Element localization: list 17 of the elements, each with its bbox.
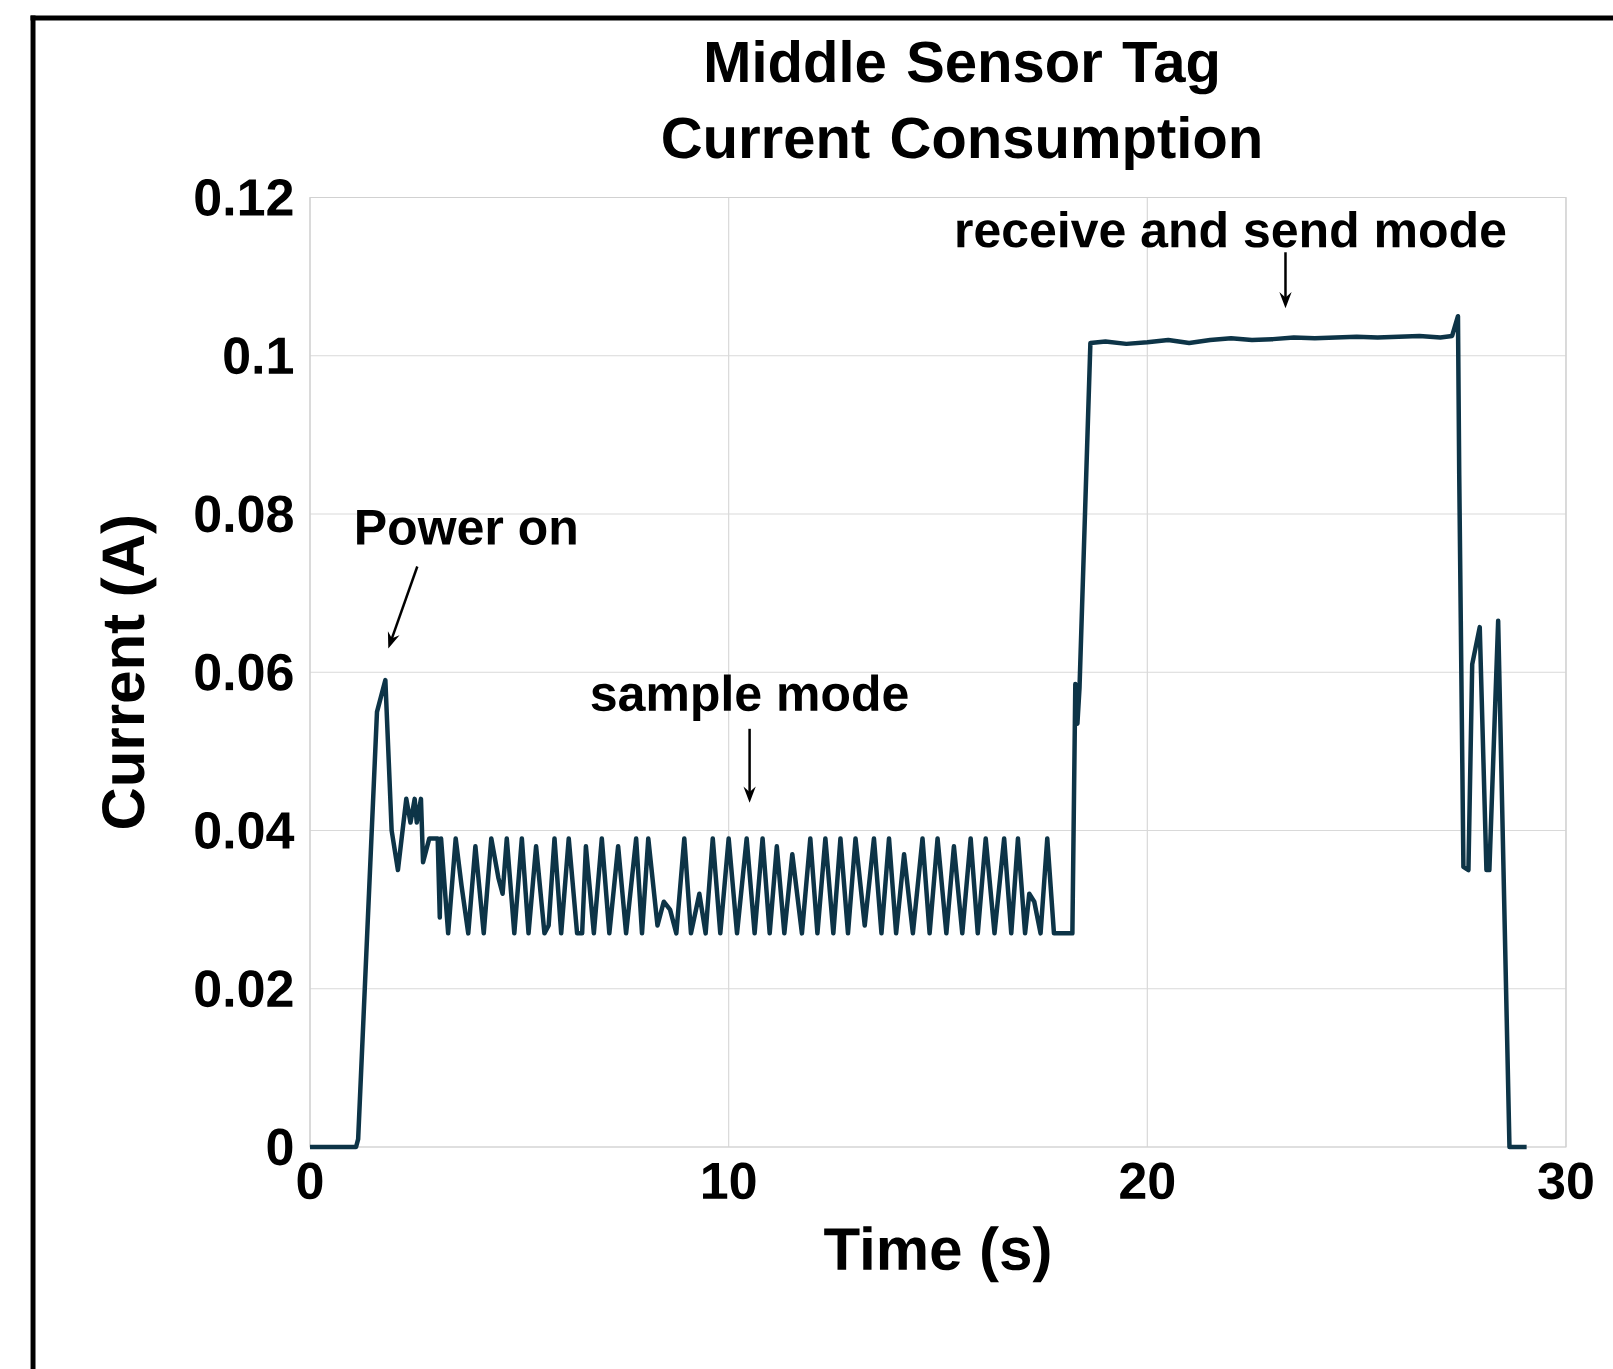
y-tick-label: 0.1	[224, 337, 294, 375]
x-tick-label: 30	[1538, 1162, 1593, 1200]
y-tick-label: 0.06	[195, 653, 293, 691]
annotation: Power on	[357, 510, 576, 545]
x-tick-label: 20	[1120, 1162, 1175, 1200]
x-axis-title: Time (s)	[824, 1226, 1050, 1283]
y-tick-label: 0.02	[195, 970, 293, 1008]
annotation: sample mode	[591, 674, 908, 722]
y-tick-label: 0.12	[195, 179, 293, 216]
y-tick-label: 0.04	[195, 812, 295, 849]
y-axis-title: Current (A)	[100, 516, 157, 829]
x-tick-label: 10	[703, 1162, 756, 1200]
x-tick-label: 0	[297, 1162, 323, 1200]
y-tick-label: 0.08	[195, 495, 293, 533]
y-tick-label: 0	[267, 1128, 293, 1166]
chart-title: Middle Sensor Tag Current Consumption	[663, 39, 1260, 171]
annotation: receive and send mode	[957, 210, 1506, 248]
